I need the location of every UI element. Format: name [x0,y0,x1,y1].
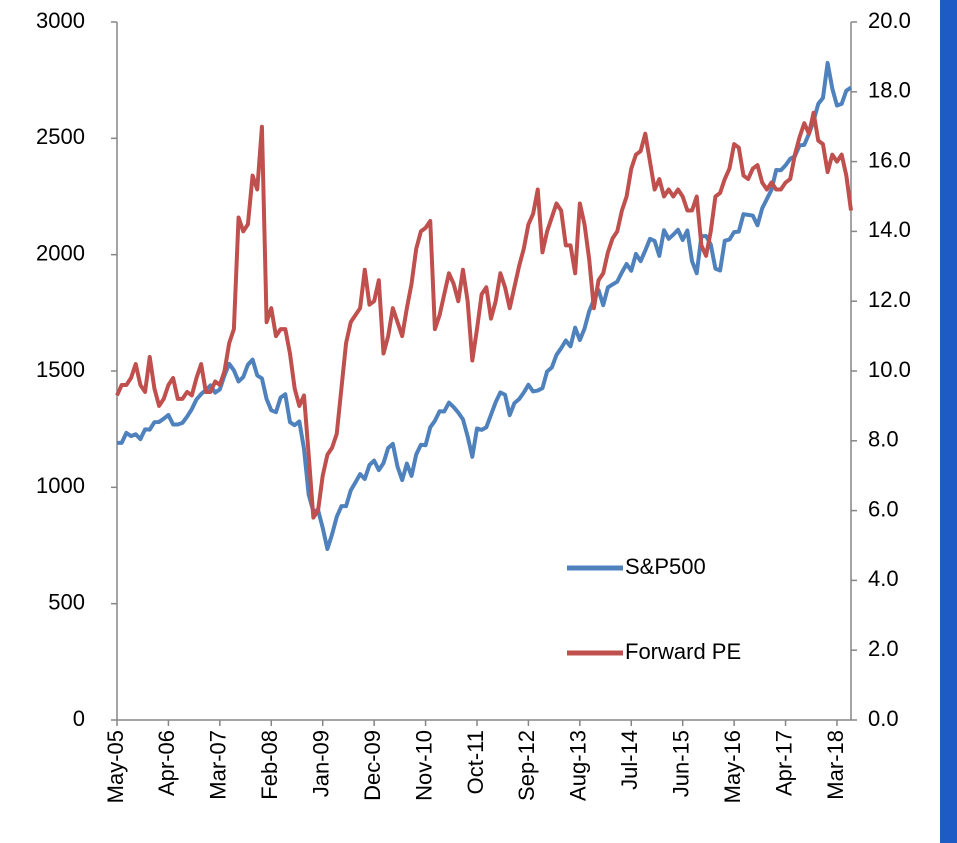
x-tick-label: May-16 [720,730,745,803]
x-tick-label: Mar-07 [206,730,231,800]
y-tick-label: 1500 [36,357,85,382]
y-tick-label: 3000 [36,8,85,33]
series-line [115,110,853,520]
side-bar [940,0,957,843]
y2-tick-label: 18.0 [868,78,911,103]
y-tick-label: 1000 [36,473,85,498]
y-tick-label: 0 [73,706,85,731]
x-tick-label: Oct-11 [463,730,488,794]
y2-tick-label: 16.0 [868,147,911,172]
legend-label: S&P500 [625,554,706,579]
y2-tick-label: 8.0 [868,427,899,452]
y-tick-label: 2500 [36,124,85,149]
y2-tick-label: 4.0 [868,566,899,591]
x-tick-label: Apr-06 [154,730,179,796]
x-tick-label: Dec-09 [360,730,385,801]
x-tick-label: Aug-13 [566,730,591,801]
y2-tick-label: 14.0 [868,217,911,242]
y2-tick-label: 12.0 [868,287,911,312]
y2-tick-label: 2.0 [868,636,899,661]
x-tick-label: Sep-12 [514,730,539,801]
y-tick-label: 500 [48,589,85,614]
y2-tick-label: 0.0 [868,706,899,731]
x-tick-label: Nov-10 [411,730,436,801]
y2-tick-label: 20.0 [868,8,911,33]
y2-tick-label: 10.0 [868,357,911,382]
x-tick-label: Mar-18 [823,730,848,800]
series-line [117,60,853,551]
y-tick-label: 2000 [36,240,85,265]
x-tick-label: Apr-17 [771,730,796,796]
x-tick-label: Jul-14 [617,730,642,790]
x-tick-label: Feb-08 [257,730,282,800]
y2-tick-label: 6.0 [868,496,899,521]
x-tick-label: May-05 [103,730,128,803]
legend-label: Forward PE [625,639,741,664]
x-tick-label: Jan-09 [309,730,334,797]
x-tick-label: Jun-15 [669,730,694,797]
